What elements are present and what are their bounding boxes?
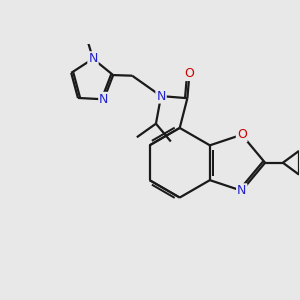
Text: N: N: [237, 184, 246, 197]
Text: O: O: [237, 128, 247, 141]
Text: N: N: [88, 52, 98, 65]
Text: O: O: [184, 67, 194, 80]
Text: N: N: [99, 93, 109, 106]
Text: N: N: [156, 90, 166, 103]
